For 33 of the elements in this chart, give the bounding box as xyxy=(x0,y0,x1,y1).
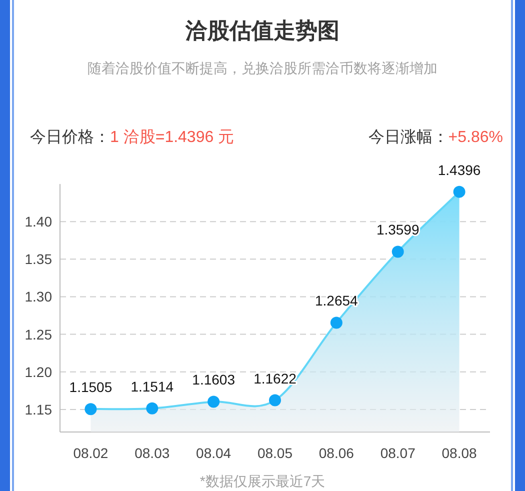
y-tick-label: 1.35 xyxy=(24,251,52,268)
data-label: 1.1505 xyxy=(69,379,112,396)
data-label: 1.1514 xyxy=(130,378,174,394)
x-tick-label: 08.03 xyxy=(134,445,170,461)
y-tick-label: 1.25 xyxy=(24,326,52,342)
point xyxy=(330,316,342,329)
x-tick-label: 08.06 xyxy=(318,445,354,461)
x-tick-label: 08.07 xyxy=(380,445,416,461)
text: 今日涨幅： xyxy=(368,128,448,146)
chart-subtitle: 随着洽股价值不断提高，兑换洽股所需洽币数将逐渐增加 xyxy=(88,60,438,76)
data-label: 1.3599 xyxy=(376,222,420,238)
chart-title: 洽股估值走势图 xyxy=(184,18,340,43)
point xyxy=(453,186,466,198)
point xyxy=(84,403,97,416)
y-tick-label: 1.20 xyxy=(24,364,52,380)
x-tick-label: 08.02 xyxy=(73,445,108,461)
x-tick-label: 08.05 xyxy=(257,445,293,461)
data-label: 1.1603 xyxy=(192,372,236,388)
y-tick-label: 1.40 xyxy=(24,214,52,230)
data-label: 1.4396 xyxy=(438,162,481,178)
point xyxy=(269,394,281,406)
point xyxy=(392,246,404,258)
x-tick-label: 08.08 xyxy=(442,445,478,461)
x-tick-label: 08.04 xyxy=(196,445,232,461)
point xyxy=(146,402,158,414)
y-tick-label: 1.30 xyxy=(24,288,52,305)
text: 今日价格： xyxy=(30,129,110,146)
text: *数据仅展示最近7天 xyxy=(200,473,326,489)
text: 1 洽股=1.4396 元 xyxy=(110,129,234,146)
y-tick-label: 1.15 xyxy=(24,401,52,418)
point xyxy=(208,396,220,408)
text: +5.86% xyxy=(448,129,503,146)
data-label: 1.1622 xyxy=(254,370,297,386)
